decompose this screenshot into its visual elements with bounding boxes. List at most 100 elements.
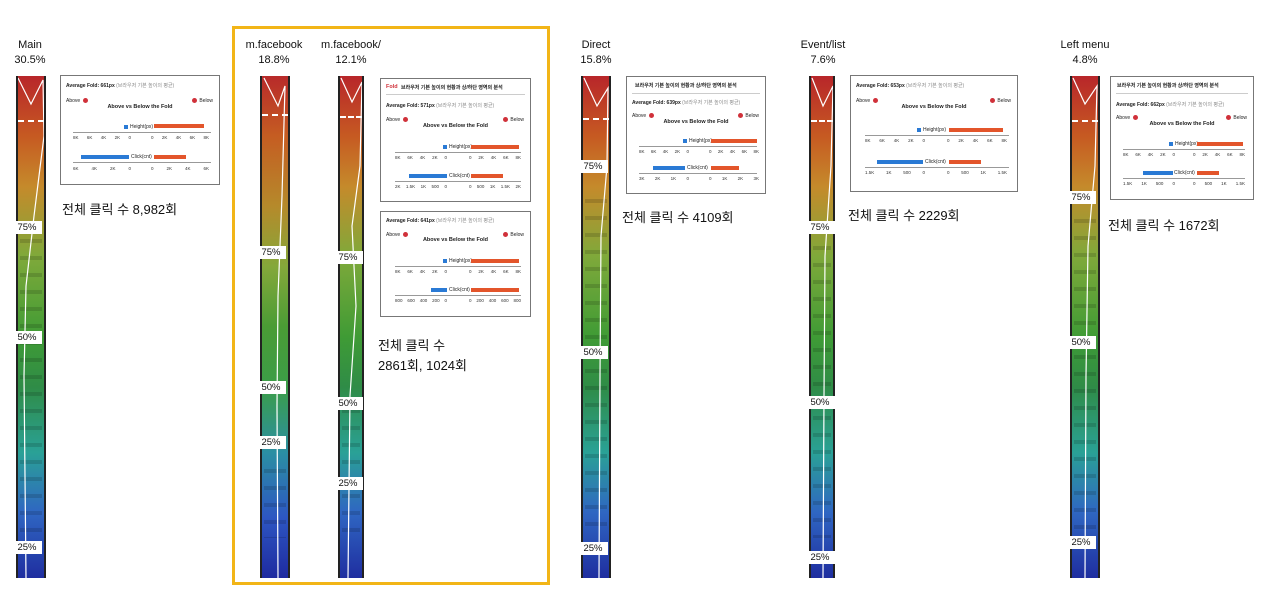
tick: 6K bbox=[189, 135, 196, 140]
column-share: 15.8% bbox=[580, 54, 612, 66]
tick: 6K bbox=[879, 138, 885, 143]
average-fold: Average Fold: 662px (브라우저 기본 높이의 평균) bbox=[1116, 101, 1224, 108]
tick: 0 bbox=[922, 170, 925, 175]
panel-title: Above vs Below the Fold bbox=[901, 104, 967, 110]
fold-label: Fold bbox=[386, 84, 398, 90]
tick: 0 bbox=[1172, 181, 1175, 186]
above-label: Above bbox=[856, 98, 879, 104]
tick: 0 bbox=[444, 298, 447, 303]
marker-direct-25: 25% bbox=[578, 542, 608, 555]
tick: 1K bbox=[721, 176, 728, 181]
below-label: Below bbox=[1225, 115, 1247, 121]
column-header-m-facebook: m.facebook 18.8% bbox=[240, 38, 308, 68]
fold-line bbox=[340, 116, 362, 118]
click-metric-label: Click(cnt) bbox=[1174, 170, 1195, 176]
tick: 0 bbox=[686, 176, 689, 181]
above-dot-icon bbox=[82, 98, 88, 104]
total-clicks-line: 전체 클릭 수 bbox=[378, 338, 446, 353]
heatmap-blocks bbox=[264, 456, 286, 538]
column-header-main: Main 30.5% bbox=[10, 38, 50, 68]
panel-header: 브라우저 기본 높이의 현황과 상/하단 영역의 분석 bbox=[1117, 83, 1219, 89]
below-dot-icon bbox=[502, 117, 508, 123]
scroll-curve bbox=[340, 77, 363, 578]
click-left-ticks: 6K 4K 2K 0 bbox=[73, 166, 131, 171]
height-right-ticks: 0 2K 4K 6K 8K bbox=[1193, 152, 1245, 157]
column-header-direct: Direct 15.8% bbox=[574, 38, 618, 68]
tick: 6K bbox=[503, 269, 509, 274]
heatmap-strip-m-facebook-slash bbox=[338, 76, 364, 578]
marker-left-menu-75: 75% bbox=[1066, 191, 1096, 204]
average-fold-note: (브라우저 기본 높이의 평균) bbox=[116, 83, 175, 89]
height-left-ticks: 8K 6K 4K 2K 0 bbox=[639, 149, 689, 154]
click-left-ticks: 2K 1.5K 1K 500 0 bbox=[395, 184, 447, 189]
below-dot-icon bbox=[1225, 115, 1231, 121]
scroll-curve bbox=[811, 77, 834, 578]
tick: 1K bbox=[885, 170, 892, 175]
height-metric-label: Height(px) bbox=[683, 138, 712, 144]
height-axis bbox=[395, 266, 521, 267]
tick: 3K bbox=[639, 176, 645, 181]
fold-line bbox=[18, 120, 44, 122]
tick: 4K bbox=[1147, 152, 1154, 157]
strip-frame-right bbox=[1098, 76, 1100, 578]
tick: 400 bbox=[419, 298, 428, 303]
strip-frame-left bbox=[809, 76, 811, 578]
below-label: Below bbox=[502, 232, 524, 238]
strip-frame-right bbox=[362, 76, 364, 578]
tick: 4K bbox=[972, 138, 979, 143]
tick: 8K bbox=[1123, 152, 1129, 157]
heatmap-blocks bbox=[342, 396, 360, 538]
total-clicks-direct: 전체 클릭 수 4109회 bbox=[622, 208, 734, 228]
tick: 6K bbox=[407, 269, 413, 274]
height-metric-label: Height(px) bbox=[1169, 141, 1198, 147]
tick: 4K bbox=[1214, 152, 1221, 157]
click-metric-label: Click(cnt) bbox=[449, 287, 470, 293]
above-text: Above bbox=[66, 98, 81, 104]
scroll-curve bbox=[1072, 77, 1098, 578]
tick: 6K bbox=[650, 149, 657, 154]
tick: 200 bbox=[432, 298, 440, 303]
total-clicks-facebook: 전체 클릭 수 2861회, 1024회 bbox=[378, 336, 467, 376]
column-share: 18.8% bbox=[258, 54, 290, 66]
average-fold: Average Fold: 571px (브라우저 기본 높이의 평균) bbox=[386, 102, 494, 109]
tick: 4K bbox=[419, 269, 426, 274]
height-metric-label: Height(px) bbox=[443, 144, 472, 150]
tick: 4K bbox=[175, 135, 182, 140]
height-left-ticks: 8K 6K 4K 2K 0 bbox=[395, 269, 447, 274]
tick: 1K bbox=[670, 176, 677, 181]
below-text: Below bbox=[510, 117, 524, 123]
height-metric-label: Height(px) bbox=[917, 127, 946, 133]
click-metric-label: Click(cnt) bbox=[925, 159, 946, 165]
legend-square-icon bbox=[124, 124, 128, 129]
marker-left-menu-25: 25% bbox=[1066, 536, 1096, 549]
column-share: 30.5% bbox=[14, 54, 46, 66]
tick: 1K bbox=[489, 184, 496, 189]
tick: 2K bbox=[478, 269, 484, 274]
above-label: Above bbox=[386, 117, 409, 123]
below-label: Below bbox=[502, 117, 524, 123]
facebook-highlight-box bbox=[232, 26, 550, 585]
height-below-bar bbox=[711, 139, 757, 143]
column-title: Left menu bbox=[1060, 39, 1110, 51]
heatmap-blocks bbox=[585, 186, 607, 538]
click-axis bbox=[395, 181, 521, 182]
above-text: Above bbox=[632, 113, 647, 119]
height-axis bbox=[395, 152, 521, 153]
marker-event-list-75: 75% bbox=[805, 221, 835, 234]
click-below-bar bbox=[154, 155, 186, 159]
height-label: Height(px) bbox=[449, 144, 473, 150]
marker-main-25: 25% bbox=[12, 541, 42, 554]
tick: 2K bbox=[395, 184, 401, 189]
above-text: Above bbox=[1116, 115, 1131, 121]
panel-title: Above vs Below the Fold bbox=[1149, 121, 1215, 127]
average-fold-value: Average Fold: 571px bbox=[386, 103, 435, 109]
column-title: Main bbox=[18, 39, 42, 51]
above-dot-icon bbox=[402, 232, 408, 238]
panel-divider bbox=[386, 94, 525, 95]
height-label: Height(px) bbox=[130, 124, 154, 130]
above-dot-icon bbox=[648, 113, 654, 119]
tick: 0 bbox=[1172, 152, 1175, 157]
click-below-bar bbox=[711, 166, 739, 170]
marker-event-list-25: 25% bbox=[805, 551, 835, 564]
fold-line bbox=[811, 120, 833, 122]
